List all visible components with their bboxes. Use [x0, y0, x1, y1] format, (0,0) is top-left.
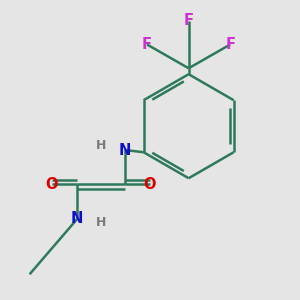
Text: F: F [225, 37, 235, 52]
Text: O: O [46, 177, 58, 192]
Text: F: F [142, 37, 152, 52]
Text: O: O [144, 177, 156, 192]
Text: F: F [184, 13, 194, 28]
Text: N: N [118, 142, 131, 158]
Text: N: N [71, 212, 83, 226]
Text: H: H [96, 216, 106, 229]
Text: H: H [96, 139, 106, 152]
